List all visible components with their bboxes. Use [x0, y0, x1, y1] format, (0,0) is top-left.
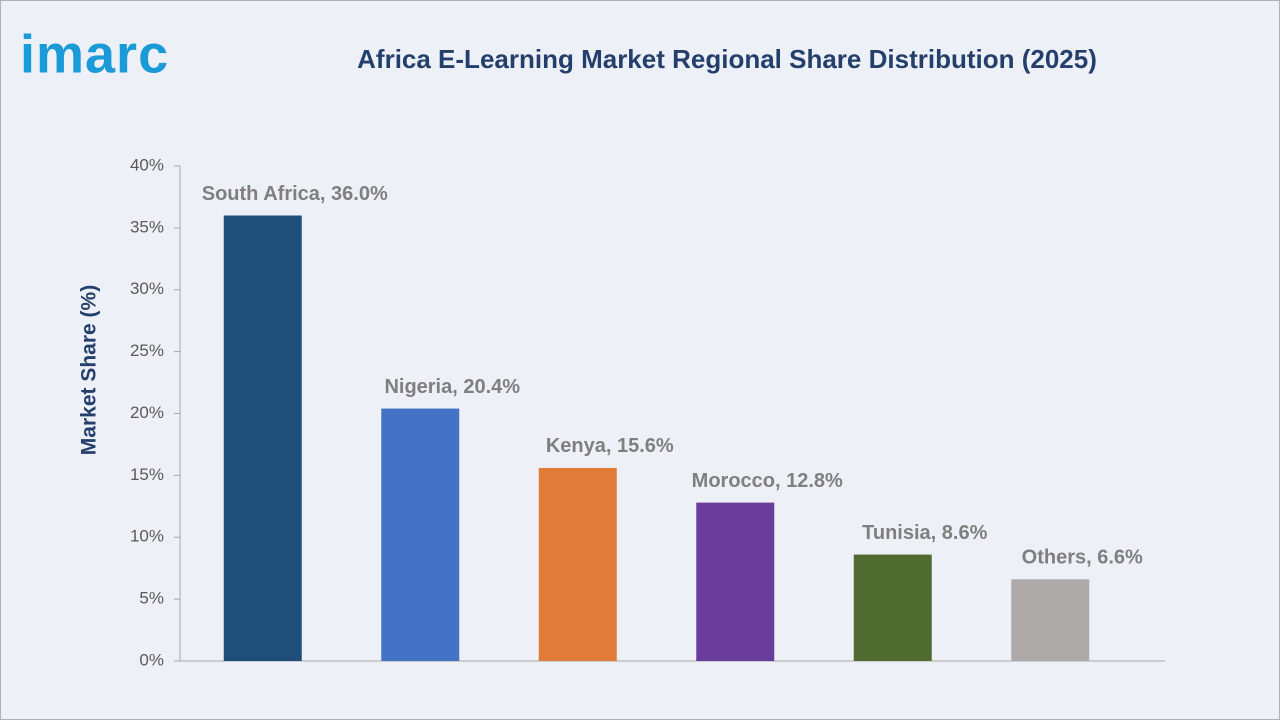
- bar: [538, 467, 617, 661]
- bar: [696, 502, 775, 661]
- y-tick-label: 35%: [130, 217, 164, 236]
- bar: [223, 215, 302, 661]
- data-label: Others, 6.6%: [1022, 547, 1143, 569]
- logo: imarc: [20, 24, 169, 84]
- chart-title: Africa E-Learning Market Regional Share …: [357, 44, 1097, 74]
- bar: [853, 554, 932, 661]
- y-tick-label: 15%: [130, 465, 164, 484]
- data-label: Tunisia, 8.6%: [862, 522, 987, 544]
- data-label: Nigeria, 20.4%: [384, 376, 520, 398]
- y-tick-label: 5%: [139, 589, 164, 608]
- y-tick-label: 30%: [130, 279, 164, 298]
- y-tick-label: 0%: [139, 650, 164, 669]
- bar: [1011, 579, 1090, 661]
- y-tick-label: 25%: [130, 341, 164, 360]
- y-tick-label: 20%: [130, 403, 164, 422]
- bar: [381, 408, 460, 661]
- y-tick-label: 10%: [130, 527, 164, 546]
- y-axis-label: Market Share (%): [78, 285, 101, 455]
- y-tick-label: 40%: [130, 155, 164, 174]
- data-label: Morocco, 12.8%: [692, 470, 843, 492]
- data-label: Kenya, 15.6%: [546, 435, 674, 457]
- data-label: South Africa, 36.0%: [202, 183, 388, 205]
